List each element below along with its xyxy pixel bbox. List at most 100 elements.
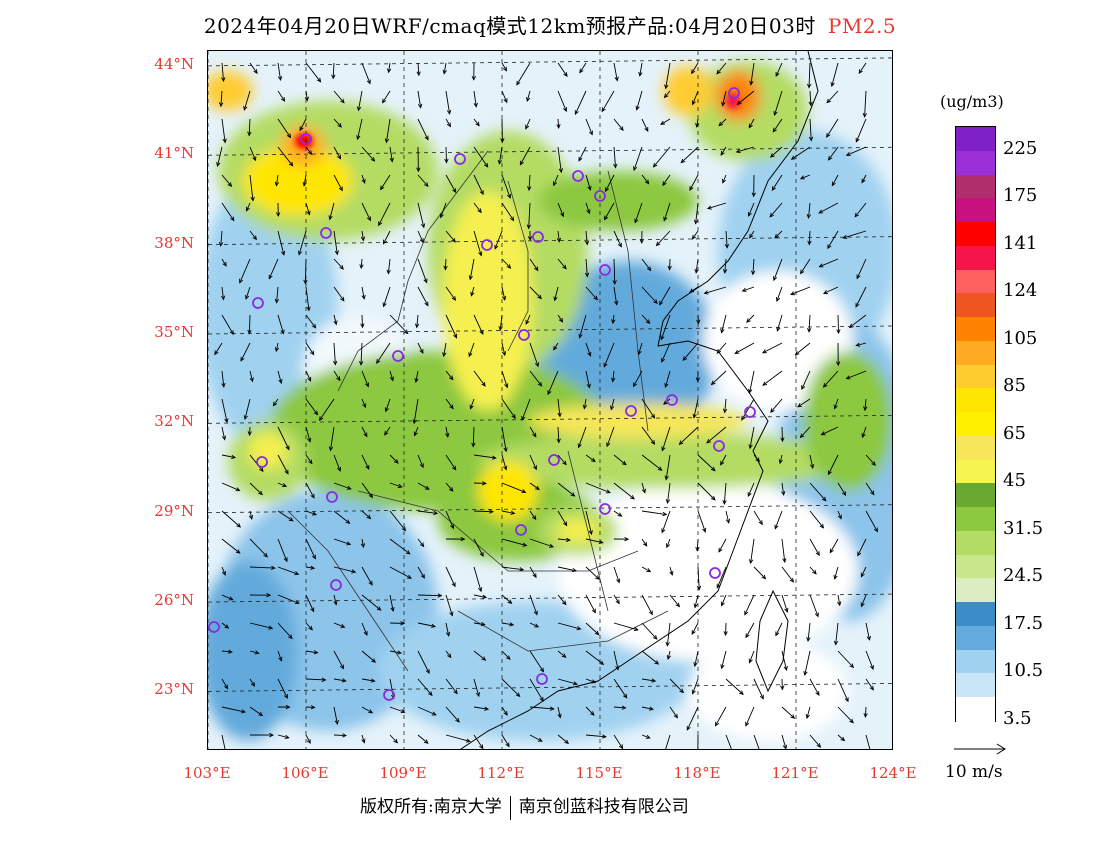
wind-vector bbox=[721, 90, 727, 107]
title-main: 2024年04月20日WRF/cmaq模式12km预报产品:04月20日03时 bbox=[203, 14, 816, 38]
wind-vector bbox=[247, 118, 252, 137]
wind-vector bbox=[501, 62, 507, 72]
wind-vector bbox=[389, 482, 403, 488]
wind-vector bbox=[669, 566, 674, 576]
wind-vector bbox=[473, 202, 482, 214]
station-circle bbox=[625, 405, 637, 417]
wind-vector bbox=[806, 622, 811, 642]
wind-vector bbox=[445, 370, 454, 381]
wind-vector bbox=[557, 678, 578, 686]
wind-vector bbox=[445, 510, 455, 530]
wind-vector bbox=[333, 118, 342, 128]
lat-tick-label: 29°N bbox=[154, 501, 194, 520]
wind-vector bbox=[773, 90, 783, 117]
wind-vector bbox=[501, 510, 516, 515]
wind-vector bbox=[613, 566, 621, 584]
wind-vector bbox=[722, 482, 727, 505]
wind-vector bbox=[245, 286, 251, 300]
wind-vector bbox=[305, 426, 312, 443]
wind-vector bbox=[214, 342, 223, 356]
lon-tick-label: 118°E bbox=[673, 764, 721, 782]
wind-vector bbox=[277, 482, 288, 488]
legend-swatch bbox=[956, 293, 995, 318]
wind-vector bbox=[328, 202, 335, 221]
province-boundaries bbox=[287, 150, 669, 672]
wind-vector bbox=[722, 174, 727, 184]
wind-vector bbox=[417, 342, 424, 354]
wind-vector bbox=[361, 286, 366, 300]
wind-vector bbox=[748, 370, 755, 394]
wind-vector bbox=[468, 342, 475, 358]
wind-vector bbox=[417, 118, 429, 141]
wind-vector bbox=[749, 230, 755, 239]
wind-vector bbox=[574, 90, 587, 116]
wind-vector bbox=[361, 174, 366, 184]
wind-vector bbox=[745, 622, 755, 639]
legend-label: 45 bbox=[1003, 470, 1026, 492]
wind-vector bbox=[389, 146, 394, 163]
wind-vector bbox=[691, 678, 699, 695]
wind-vector bbox=[611, 314, 616, 325]
wind-vector bbox=[641, 594, 653, 616]
wind-vector bbox=[762, 370, 783, 386]
wind-vector bbox=[806, 62, 812, 89]
wind-vector bbox=[333, 174, 343, 192]
lat-tick-label: 38°N bbox=[154, 233, 194, 252]
wind-vector bbox=[776, 286, 783, 303]
wind-vector bbox=[669, 706, 678, 719]
station-circle bbox=[548, 454, 560, 466]
legend-swatch bbox=[956, 412, 995, 437]
legend-swatch bbox=[956, 340, 995, 366]
wind-vector bbox=[842, 230, 867, 239]
legend-swatch bbox=[956, 388, 995, 413]
wind-vector bbox=[276, 202, 281, 218]
wind-vector bbox=[221, 118, 227, 144]
wind-vector bbox=[473, 146, 489, 168]
wind-vector bbox=[501, 566, 525, 572]
wind-vector bbox=[360, 314, 365, 329]
wind-vector bbox=[361, 146, 376, 162]
legend-swatch bbox=[956, 269, 995, 294]
wind-vector bbox=[818, 258, 839, 268]
wind-vector bbox=[221, 482, 241, 492]
wind-vector bbox=[557, 650, 567, 658]
legend-swatch bbox=[956, 673, 995, 698]
wind-vector bbox=[585, 622, 600, 636]
wind-vector bbox=[277, 566, 300, 576]
wind-vector bbox=[803, 650, 811, 676]
wind-vector bbox=[473, 454, 497, 460]
wind-vector bbox=[333, 146, 342, 160]
wind-vector bbox=[389, 621, 406, 626]
wind-vector bbox=[529, 678, 544, 702]
wind-vector bbox=[854, 202, 867, 218]
coastline bbox=[460, 51, 819, 749]
wind-vector bbox=[781, 566, 795, 583]
wind-vector bbox=[243, 90, 251, 111]
wind-vector bbox=[772, 118, 783, 133]
wind-vector bbox=[473, 706, 490, 711]
copyright-text: 版权所有:南京大学 bbox=[360, 797, 502, 817]
wind-vector bbox=[516, 62, 531, 86]
wind-vector bbox=[661, 510, 671, 534]
wind-vector bbox=[750, 258, 756, 276]
wind-vector bbox=[386, 258, 391, 275]
wind-vector bbox=[469, 398, 475, 410]
wind-vector bbox=[579, 62, 587, 74]
wind-vector bbox=[444, 146, 449, 164]
wind-vector bbox=[468, 258, 475, 281]
latitude-gridline bbox=[208, 414, 892, 424]
wind-vector bbox=[858, 62, 867, 75]
wind-vector bbox=[417, 90, 423, 109]
city-stations bbox=[208, 87, 756, 701]
wind-vector bbox=[498, 314, 503, 332]
wind-vector bbox=[557, 734, 570, 745]
lon-tick-label: 103°E bbox=[183, 764, 231, 782]
wind-vector bbox=[557, 90, 568, 113]
wind-vector bbox=[473, 594, 488, 599]
wind-vector bbox=[748, 426, 755, 450]
wind-vector bbox=[833, 622, 839, 646]
station-circle bbox=[599, 264, 611, 276]
wind-vector bbox=[781, 650, 788, 671]
wind-vector bbox=[221, 258, 227, 267]
wind-vector bbox=[585, 174, 592, 191]
